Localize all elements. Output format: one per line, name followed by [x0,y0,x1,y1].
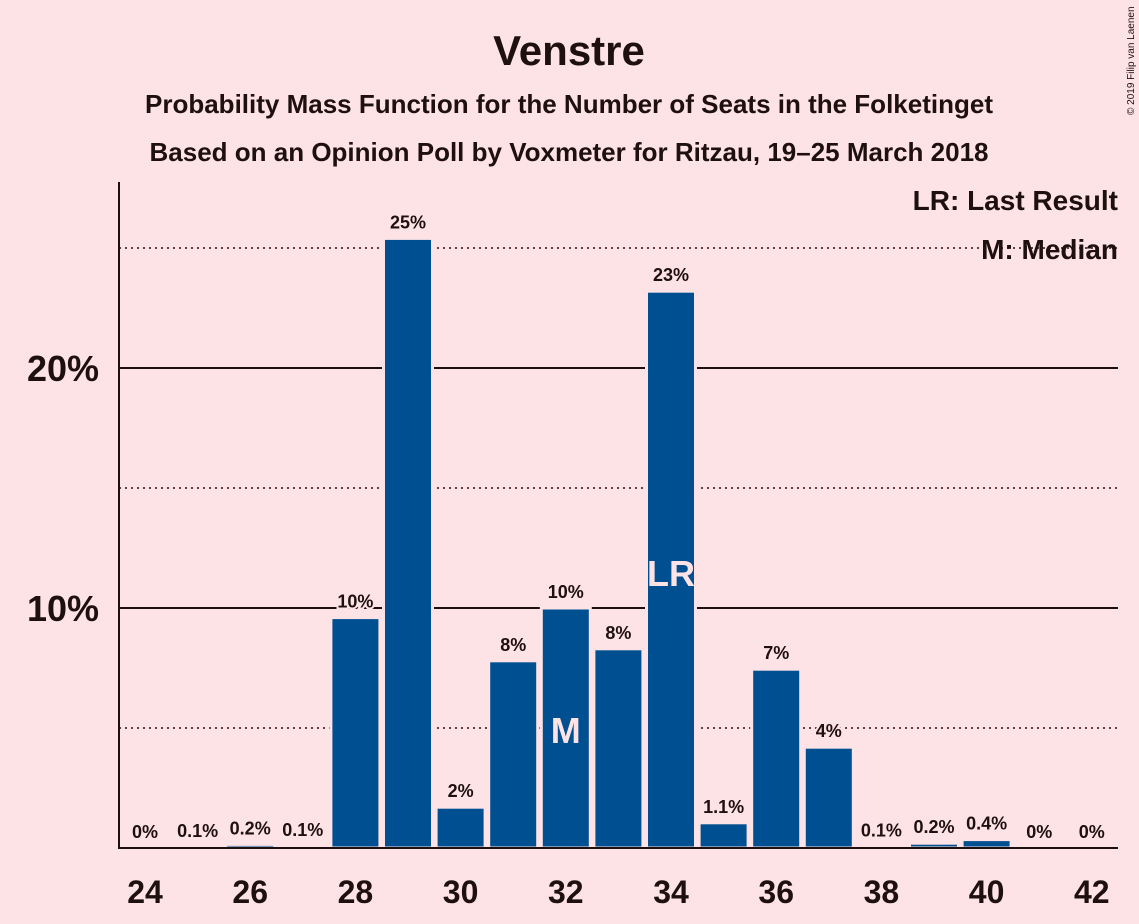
chart-subtitle-line2: Based on an Opinion Poll by Voxmeter for… [150,137,989,167]
legend-last-result: LR: Last Result [913,185,1118,216]
chart-title: Venstre [493,27,645,74]
y-tick-label: 10% [27,588,99,629]
x-tick-label: 30 [443,874,479,910]
data-label: 7% [763,643,789,663]
data-label: 25% [390,212,426,232]
data-label: 0.4% [966,814,1007,834]
median-marker: M [551,710,581,751]
data-label: 8% [500,635,526,655]
x-tick-label: 40 [969,874,1005,910]
x-tick-label: 24 [127,874,163,910]
data-label: 1.1% [703,797,744,817]
y-tick-label: 20% [27,348,99,389]
bar [750,667,803,850]
bar [329,616,382,850]
x-tick-labels: 24 26 28 30 32 34 36 38 40 42 [127,874,1109,910]
data-label: 23% [653,265,689,285]
data-label: 2% [448,781,474,801]
bar [539,606,592,850]
data-label: 0% [132,822,158,842]
bars [171,236,1013,850]
legend: LR: Last Result M: Median [913,185,1118,265]
bar [592,647,645,850]
bar [960,838,1013,850]
data-label: 10% [337,592,373,612]
x-tick-label: 28 [338,874,374,910]
bar [382,236,434,850]
bar [697,821,750,850]
chart-subtitle-line1: Probability Mass Function for the Number… [145,89,993,119]
bar [434,805,487,850]
last-result-marker: LR [647,553,695,594]
data-label: 0.1% [861,821,902,841]
data-labels: 0% 0.1% 0.2% 0.1% 10% 25% 2% 8% 10% 8% 23% 1.1% 7% 4%… [130,210,1107,844]
axes [118,182,1118,849]
y-tick-labels: 10% 20% [27,348,99,629]
x-tick-label: 36 [758,874,794,910]
bar-markers: M LR [551,553,695,751]
legend-median: M: Median [981,234,1118,265]
copyright-credit: © 2019 Filip van Laenen [1126,6,1137,115]
data-label: 0.2% [913,817,954,837]
bar [487,659,540,850]
x-tick-label: 34 [653,874,689,910]
data-label: 10% [548,582,584,602]
data-label: 0.1% [177,821,218,841]
x-tick-label: 42 [1074,874,1110,910]
data-label: 4% [816,721,842,741]
data-label: 0% [1026,822,1052,842]
data-label: 0% [1079,822,1105,842]
bar [802,745,855,850]
data-label: 0.2% [230,818,271,838]
x-tick-label: 38 [864,874,900,910]
x-tick-label: 32 [548,874,584,910]
data-label: 0.1% [282,820,323,840]
x-tick-label: 26 [232,874,268,910]
data-label: 8% [605,623,631,643]
